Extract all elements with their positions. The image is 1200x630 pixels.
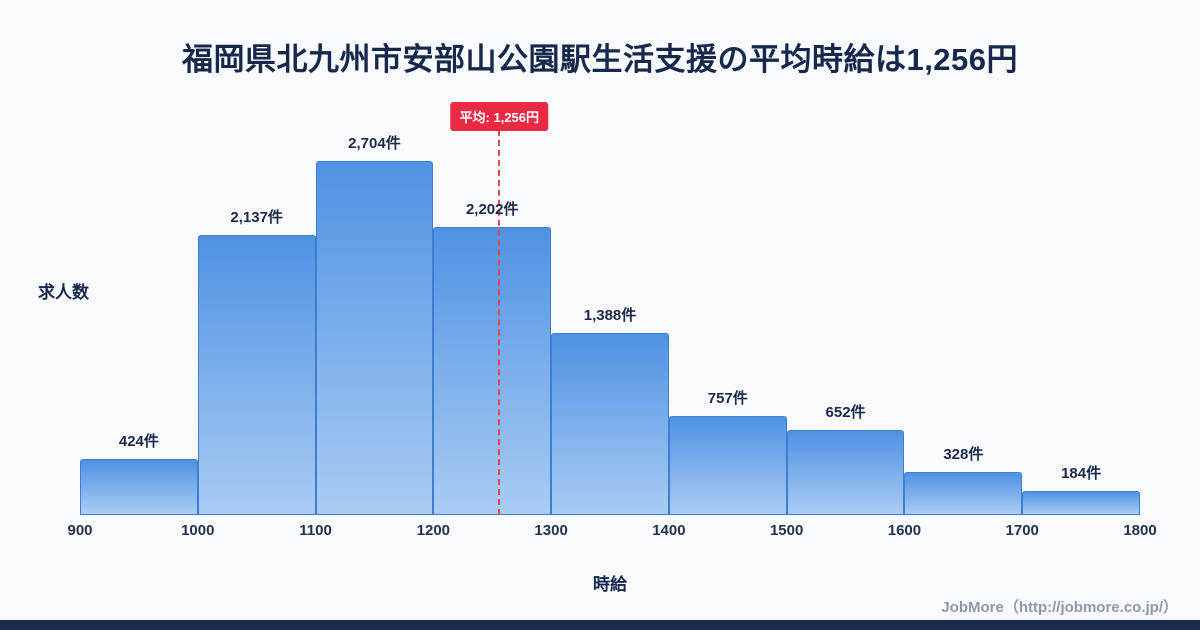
bar-value-label: 2,137件 bbox=[230, 209, 283, 226]
bar-value-label: 2,704件 bbox=[348, 135, 401, 152]
histogram-bar bbox=[315, 161, 434, 515]
x-tick-label: 900 bbox=[67, 522, 93, 539]
bar-value-label: 424件 bbox=[118, 433, 159, 450]
y-axis-label: 求人数 bbox=[38, 283, 89, 302]
histogram-bar bbox=[80, 459, 198, 515]
histogram-bar bbox=[551, 333, 669, 515]
x-tick-label: 1700 bbox=[1005, 522, 1039, 539]
footer-credit: JobMore（http://jobmore.co.jp/） bbox=[941, 599, 1178, 616]
histogram-bar bbox=[786, 430, 905, 515]
x-tick-label: 1000 bbox=[181, 522, 215, 539]
x-tick-label: 1800 bbox=[1123, 522, 1157, 539]
average-line bbox=[498, 110, 501, 515]
x-tick-label: 1300 bbox=[534, 522, 568, 539]
bar-value-label: 1,388件 bbox=[583, 307, 637, 324]
bar-value-label: 2,202件 bbox=[465, 201, 519, 218]
histogram-plot-area: 424件 2,137件 2,704件 2,202件 1,388件 757件 652件 328件… bbox=[80, 100, 1140, 515]
average-badge: 平均: 1,256円 bbox=[450, 102, 549, 131]
x-tick-label: 1500 bbox=[769, 522, 804, 539]
bar-value-label: 328件 bbox=[943, 446, 984, 463]
x-axis-label: 時給 bbox=[593, 575, 627, 594]
bottom-accent-bar bbox=[0, 620, 1200, 630]
histogram-bar bbox=[433, 227, 552, 515]
bar-value-label: 757件 bbox=[707, 390, 748, 407]
histogram-bar bbox=[197, 235, 316, 515]
bar-value-label: 184件 bbox=[1061, 465, 1102, 482]
histogram-bar bbox=[904, 472, 1023, 515]
histogram-bar bbox=[668, 416, 787, 515]
bar-value-label: 652件 bbox=[825, 404, 866, 421]
page-title: 福岡県北九州市安部山公園駅生活支援の平均時給は1,256円 bbox=[181, 42, 1019, 77]
x-tick-label: 1400 bbox=[652, 522, 686, 539]
histogram-bar bbox=[1022, 491, 1140, 515]
x-tick-label: 1600 bbox=[887, 522, 922, 539]
x-tick-label: 1200 bbox=[416, 522, 451, 539]
x-axis-ticks: 900 1000 1100 1200 1300 1400 1500 1600 1700 1800 bbox=[67, 522, 1156, 542]
x-tick-label: 1100 bbox=[299, 522, 332, 539]
